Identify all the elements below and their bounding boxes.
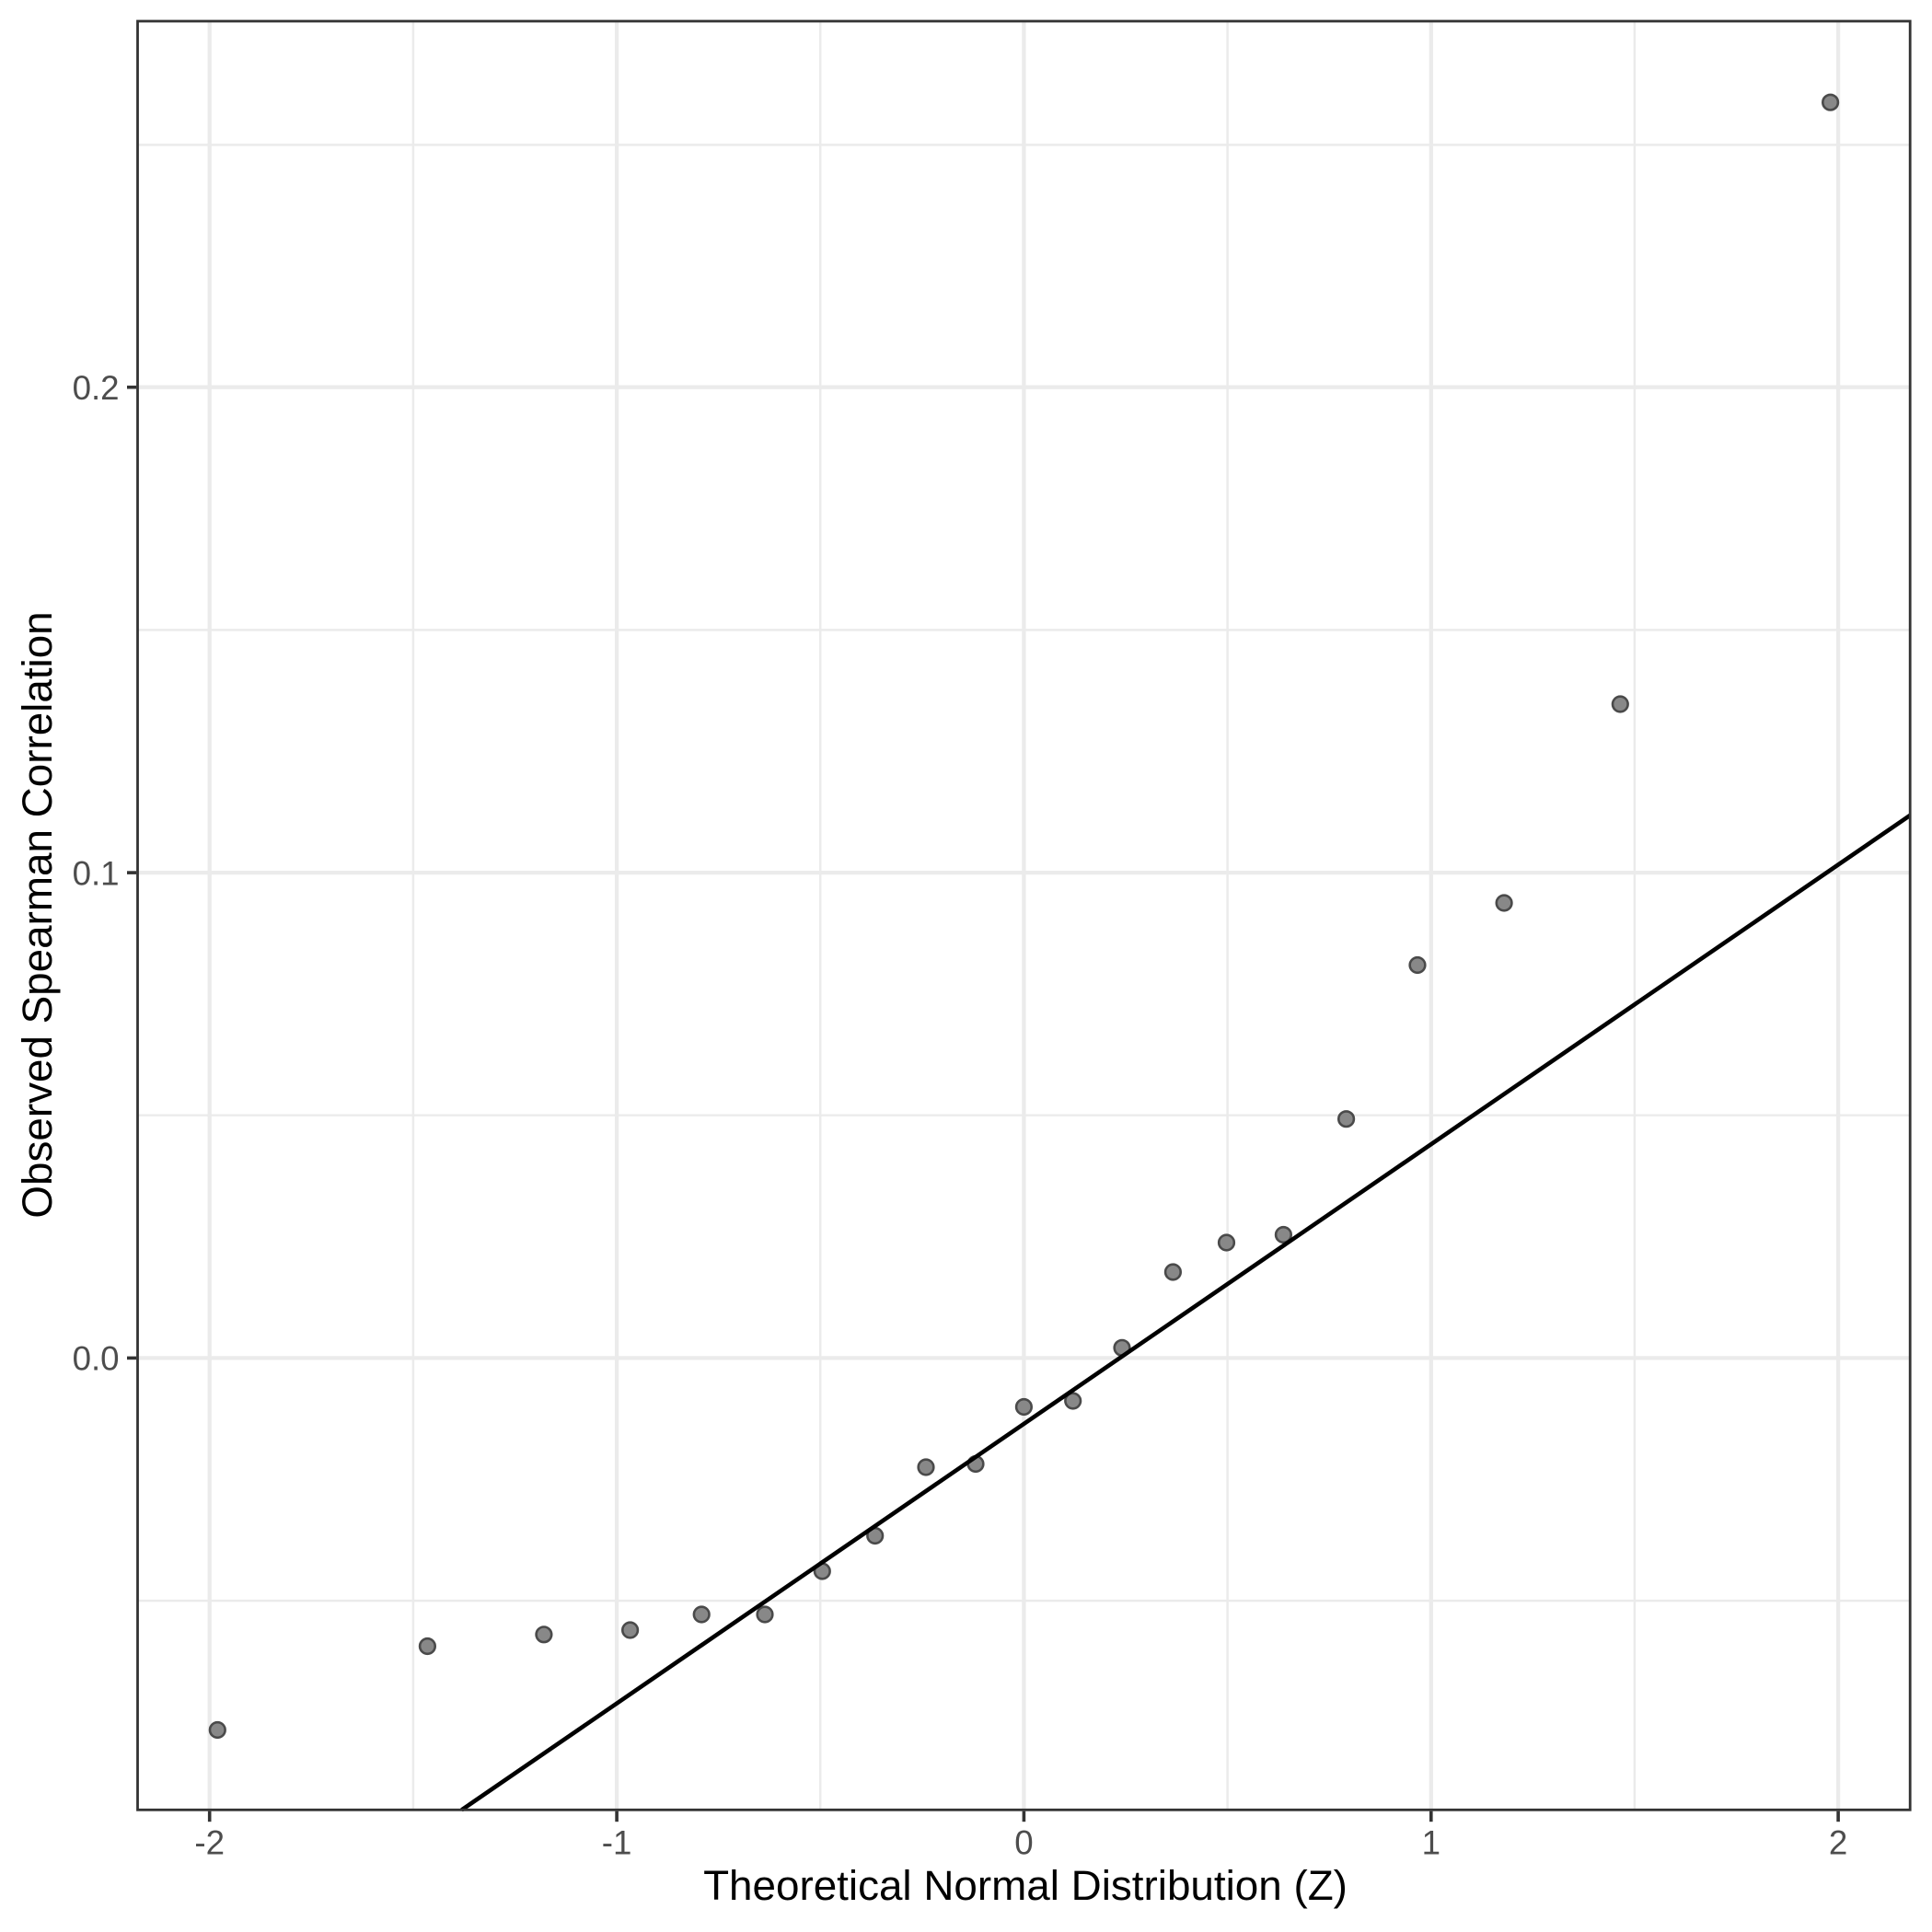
svg-text:0.0: 0.0: [73, 1340, 120, 1378]
svg-text:0: 0: [1014, 1824, 1033, 1862]
svg-text:0.2: 0.2: [73, 369, 120, 407]
svg-text:Theoretical Normal Distributio: Theoretical Normal Distribution (Z): [703, 1862, 1348, 1909]
svg-text:2: 2: [1829, 1824, 1847, 1862]
svg-text:0.1: 0.1: [73, 854, 120, 892]
svg-text:-2: -2: [194, 1824, 225, 1862]
svg-text:Observed Spearman Correlation: Observed Spearman Correlation: [14, 611, 61, 1218]
svg-text:-1: -1: [602, 1824, 632, 1862]
svg-text:1: 1: [1422, 1824, 1440, 1862]
